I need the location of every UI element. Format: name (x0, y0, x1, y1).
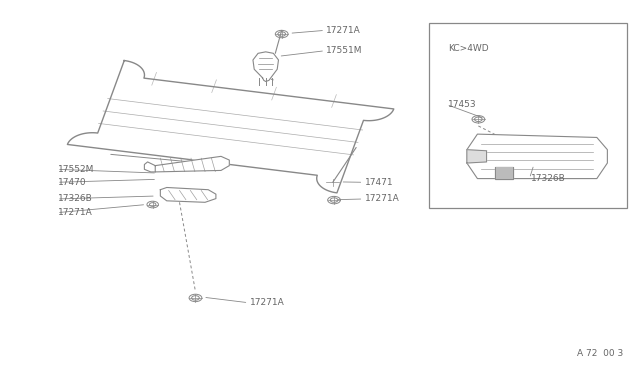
Text: 17326B: 17326B (531, 174, 566, 183)
Polygon shape (467, 134, 607, 179)
Text: 17453: 17453 (448, 100, 476, 109)
Text: KC>4WD: KC>4WD (448, 44, 488, 53)
Text: 17552M: 17552M (58, 165, 95, 174)
Text: A 72  00 3: A 72 00 3 (577, 349, 623, 358)
Polygon shape (67, 61, 394, 193)
Text: 17271A: 17271A (250, 298, 285, 307)
Polygon shape (161, 187, 216, 202)
Polygon shape (467, 150, 486, 163)
Text: 17551M: 17551M (326, 46, 363, 55)
Polygon shape (145, 162, 156, 172)
Polygon shape (495, 167, 513, 179)
Text: 17470: 17470 (58, 178, 87, 187)
Polygon shape (156, 156, 229, 172)
Text: 17326B: 17326B (58, 195, 93, 203)
Text: 17271A: 17271A (58, 208, 93, 217)
Text: 17471: 17471 (365, 178, 394, 187)
Bar (429, 23, 627, 208)
Polygon shape (253, 52, 278, 81)
Text: 17271A: 17271A (326, 26, 361, 35)
Text: 17271A: 17271A (365, 195, 399, 203)
